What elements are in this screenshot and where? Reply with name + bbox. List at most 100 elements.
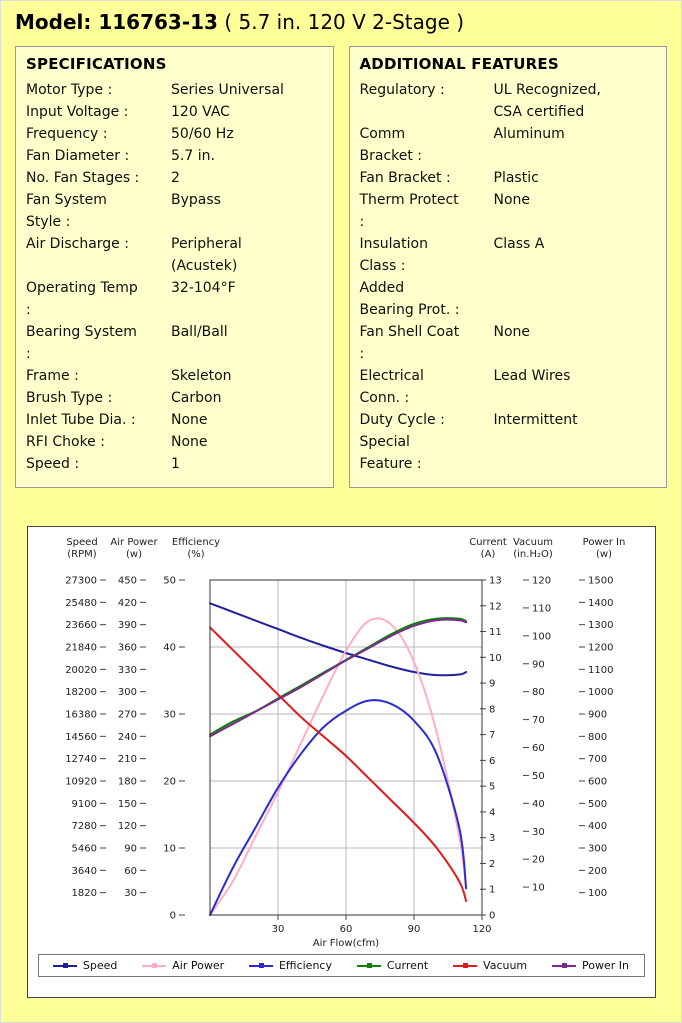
axis-tick-label-current: 2 bbox=[489, 859, 495, 870]
spec-label: Comm Bracket : bbox=[359, 126, 423, 164]
axis-tick-label-vacuum: 30 bbox=[532, 827, 545, 838]
spec-label: No. Fan Stages : bbox=[26, 170, 140, 186]
spec-label: RFI Choke : bbox=[26, 434, 105, 450]
spec-value: Lead Wires bbox=[493, 368, 571, 384]
spec-label: Brush Type : bbox=[26, 390, 113, 406]
axis-tick-label-power_in: 1400 bbox=[588, 598, 613, 609]
spec-value: 32-104°F bbox=[171, 280, 236, 296]
series-line-air-power bbox=[208, 617, 467, 916]
spec-label: Bearing System : bbox=[26, 324, 137, 362]
axis-tick-label-efficiency: 0 bbox=[169, 911, 175, 922]
axis-tick-label-power_in: 100 bbox=[588, 888, 607, 899]
spec-label: Inlet Tube Dia. : bbox=[26, 412, 136, 428]
axis-title: Air Power bbox=[110, 537, 158, 548]
axis-tick-label-current: 5 bbox=[489, 782, 495, 793]
spec-value: Peripheral (Acustek) bbox=[171, 236, 242, 274]
axis-title: Current bbox=[469, 537, 507, 548]
axis-tick-label-speed: 7280 bbox=[71, 821, 96, 832]
spec-value: None bbox=[171, 412, 208, 428]
legend-marker-speed-icon bbox=[52, 963, 77, 968]
axis-tick-label-current: 7 bbox=[489, 730, 495, 741]
axis-tick-label-speed: 23660 bbox=[65, 620, 97, 631]
additional-features-rows: Regulatory : UL Recognized, CSA certified… bbox=[360, 79, 657, 475]
spec-row: RFI Choke : None bbox=[26, 431, 323, 453]
axis-title: (w) bbox=[596, 549, 612, 560]
specifications-rows: Motor Type : Series Universal Input Voltag… bbox=[26, 79, 323, 475]
axis-tick-label-air_power: 360 bbox=[117, 643, 136, 654]
spec-value: Series Universal bbox=[171, 82, 284, 98]
legend-item-vacuum: Vacuum bbox=[453, 959, 527, 972]
axis-tick-label-power_in: 300 bbox=[588, 844, 607, 855]
spec-label: Insulation Class : bbox=[359, 236, 428, 274]
axis-tick-label-air_power: 450 bbox=[117, 576, 136, 587]
spec-value: Intermittent bbox=[493, 412, 578, 428]
legend-item-air-power: Air Power bbox=[142, 959, 224, 972]
spec-label: Fan System Style : bbox=[26, 192, 107, 230]
axis-tick-label-vacuum: 60 bbox=[532, 743, 545, 754]
axis-tick-label-vacuum: 90 bbox=[532, 659, 545, 670]
spec-row: Motor Type : Series Universal bbox=[26, 79, 323, 101]
spec-row: Fan Bracket : Plastic bbox=[360, 167, 657, 189]
axis-tick-label-current: 0 bbox=[489, 911, 495, 922]
axis-tick-label-power_in: 500 bbox=[588, 799, 607, 810]
axis-tick-label-air_power: 390 bbox=[117, 620, 136, 631]
legend-marker-efficiency-icon bbox=[248, 963, 273, 968]
axis-tick-label-speed: 9100 bbox=[71, 799, 96, 810]
spec-label: Speed : bbox=[26, 456, 80, 472]
legend-dot-speed-icon bbox=[62, 963, 68, 968]
legend-label: Speed bbox=[82, 959, 118, 972]
axis-title: Power In bbox=[582, 537, 625, 548]
axis-tick-label-air_power: 210 bbox=[117, 754, 136, 765]
model-variant: ( 5.7 in. 120 V 2-Stage ) bbox=[217, 10, 465, 34]
series-line-efficiency bbox=[208, 699, 467, 916]
spec-row: Insulation Class : Class A bbox=[360, 233, 657, 277]
axis-tick-label-efficiency: 50 bbox=[163, 576, 176, 587]
axis-tick-label-air_power: 180 bbox=[117, 777, 136, 788]
spec-value bbox=[494, 277, 622, 321]
axis-tick-label-vacuum: 50 bbox=[532, 771, 545, 782]
legend-item-current: Current bbox=[356, 959, 429, 972]
axis-tick-label-efficiency: 20 bbox=[163, 777, 176, 788]
axis-tick-label-vacuum: 120 bbox=[532, 576, 551, 587]
axis-tick-label-speed: 14560 bbox=[65, 732, 97, 743]
axis-tick-label-power_in: 400 bbox=[588, 821, 607, 832]
axis-title: Efficiency bbox=[171, 537, 219, 548]
spec-value: 5.7 in. bbox=[171, 148, 215, 164]
spec-row: Added Bearing Prot. : bbox=[360, 277, 657, 321]
axis-tick-label-current: 8 bbox=[489, 704, 495, 715]
spec-label: Therm Protect : bbox=[359, 192, 459, 230]
spec-row: Operating Temp : 32-104°F bbox=[26, 277, 323, 321]
spec-label: Special Feature : bbox=[359, 434, 422, 472]
axis-tick-label-air_power: 120 bbox=[117, 821, 136, 832]
spec-label: Frequency : bbox=[26, 126, 108, 142]
spec-row: Comm Bracket : Aluminum bbox=[360, 123, 657, 167]
axis-tick-label-vacuum: 100 bbox=[532, 631, 551, 642]
axis-title: (A) bbox=[480, 549, 495, 560]
spec-value: Bypass bbox=[171, 192, 221, 208]
axis-tick-label-air_power: 240 bbox=[117, 732, 136, 743]
spec-row: Therm Protect : None bbox=[360, 189, 657, 233]
spec-row: Input Voltage : 120 VAC bbox=[26, 101, 323, 123]
axis-tick-label-current: 4 bbox=[489, 807, 495, 818]
spec-row: Fan Shell Coat : None bbox=[360, 321, 657, 365]
spec-row: Fan Diameter : 5.7 in. bbox=[26, 145, 323, 167]
spec-value: None bbox=[493, 324, 531, 340]
spec-label: Regulatory : bbox=[359, 82, 445, 98]
axis-tick-label-speed: 21840 bbox=[65, 643, 97, 654]
legend-label: Current bbox=[386, 959, 429, 972]
axis-tick-label-speed: 25480 bbox=[65, 598, 97, 609]
x-axis-title: Air Flow(cfm) bbox=[312, 938, 378, 949]
axis-title: (w) bbox=[126, 549, 142, 560]
plot-area-border bbox=[209, 579, 482, 916]
spec-label: Operating Temp : bbox=[26, 280, 138, 318]
spec-value: 1 bbox=[171, 456, 180, 472]
axis-tick-label-power_in: 1200 bbox=[588, 643, 613, 654]
axis-tick-label-vacuum: 110 bbox=[532, 603, 551, 614]
spec-label: Fan Shell Coat : bbox=[359, 324, 460, 362]
axis-tick-label-power_in: 1000 bbox=[588, 687, 613, 698]
axis-tick-label-power_in: 1300 bbox=[588, 620, 613, 631]
spec-row: Fan System Style : Bypass bbox=[26, 189, 323, 233]
spec-row: Duty Cycle : Intermittent bbox=[360, 409, 657, 431]
legend-dot-air-power-icon bbox=[152, 963, 158, 968]
axis-tick-label-air_power: 30 bbox=[124, 888, 137, 899]
